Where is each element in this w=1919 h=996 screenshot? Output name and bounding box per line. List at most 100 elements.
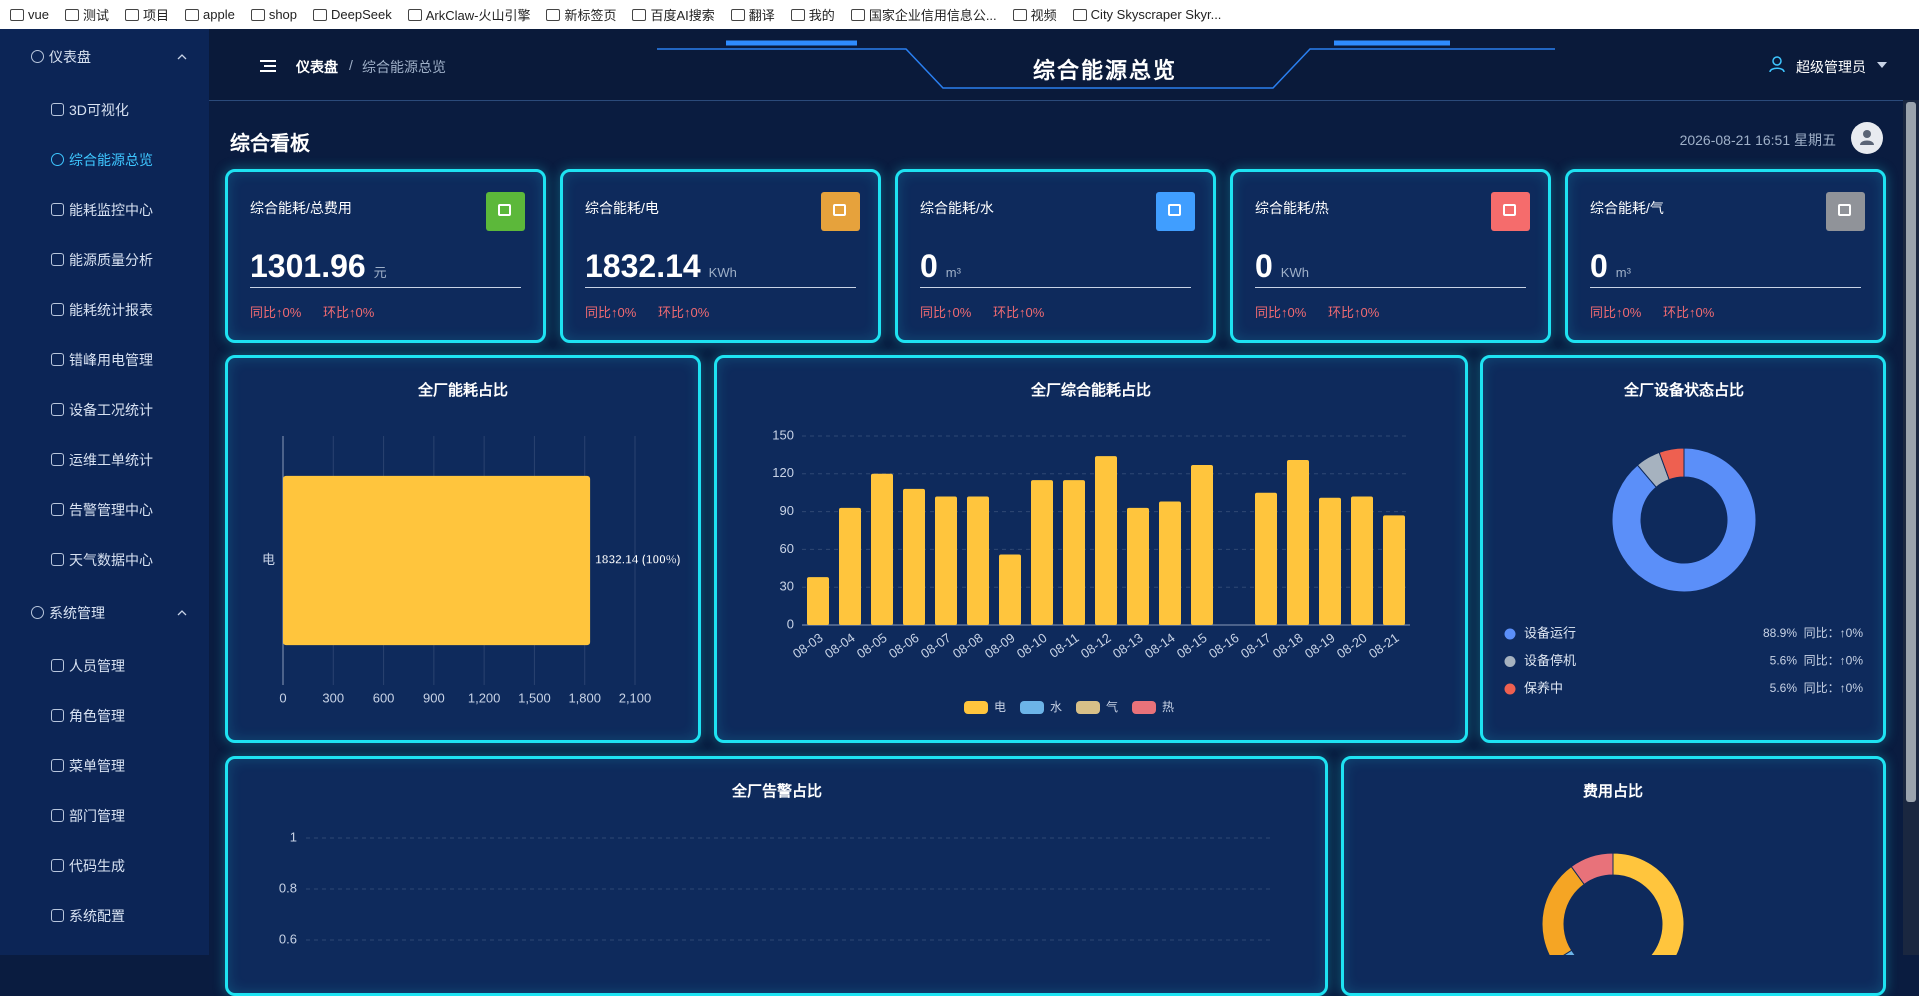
menu-item-icon	[51, 253, 64, 266]
menu-item[interactable]: 人员管理	[51, 655, 125, 677]
kpi-icon	[486, 192, 525, 231]
user-icon	[1769, 56, 1785, 73]
bookmark-bar: vue 测试 项目 apple shop DeepSeek ArkClaw-火山引擎 新标签页…	[0, 0, 1919, 29]
menu-item[interactable]: 告警管理中心	[51, 499, 153, 521]
bookmark[interactable]: apple	[185, 7, 235, 22]
bookmark-label: 翻译	[748, 8, 775, 23]
user-name[interactable]: 超级管理员	[1796, 59, 1866, 75]
menu-item[interactable]: 菜单管理	[51, 755, 125, 777]
bookmark[interactable]: 新标签页	[546, 5, 616, 24]
kpi-icon-glyph	[1503, 204, 1516, 216]
bookmark-label: DeepSeek	[331, 7, 392, 22]
menu-item[interactable]: 错峰用电管理	[51, 349, 153, 371]
menu-item-icon	[51, 453, 64, 466]
bookmark[interactable]: 翻译	[730, 5, 775, 24]
kpi-icon	[1491, 192, 1530, 231]
kpi-value-row: 0 m³	[1590, 248, 1631, 285]
breadcrumb-current: 综合能源总览	[362, 59, 446, 75]
bookmark[interactable]: ArkClaw-火山引擎	[407, 5, 530, 24]
menu-group-icon	[31, 50, 44, 63]
bookmark[interactable]: 国家企业信用信息公...	[850, 5, 997, 24]
kpi-value: 0	[1590, 248, 1608, 284]
scrollbar[interactable]	[1903, 100, 1919, 955]
avatar[interactable]	[1850, 121, 1884, 155]
kpi-value: 1832.14	[585, 248, 701, 284]
menu-item-icon	[51, 909, 64, 922]
kpi-yoy: 同比↑0%	[585, 305, 637, 320]
menu-item[interactable]: 综合能源总览	[51, 149, 153, 171]
kpi-divider	[250, 287, 521, 288]
menu-item-icon	[51, 203, 64, 216]
bookmark-label: 国家企业信用信息公...	[868, 8, 997, 23]
menu-item[interactable]: 3D可视化	[51, 99, 129, 121]
bookmark-icon	[250, 8, 265, 21]
kpi-yoy: 同比↑0%	[1590, 305, 1642, 320]
bookmark[interactable]: shop	[250, 7, 298, 22]
kpi-title: 综合能耗/气	[1590, 200, 1664, 216]
kpi-card: 综合能耗/电 1832.14 KWh 同比↑0% 环比↑0%	[560, 169, 881, 343]
kpi-unit: 元	[373, 265, 387, 280]
menu-item-icon	[51, 759, 64, 772]
bookmark[interactable]: vue	[10, 7, 49, 22]
menu-item[interactable]: 部门管理	[51, 805, 125, 827]
kpi-value-row: 0 m³	[920, 248, 961, 285]
menu-item[interactable]: 系统配置	[51, 905, 125, 927]
menu-item[interactable]: 代码生成	[51, 855, 125, 877]
menu-item-icon	[51, 859, 64, 872]
bookmark[interactable]: 测试	[64, 5, 109, 24]
bookmark-icon	[546, 8, 561, 21]
menu-group-icon	[31, 606, 44, 619]
menu-item[interactable]: 设备工况统计	[51, 399, 153, 421]
kpi-divider	[1590, 287, 1861, 288]
menu-item[interactable]: 能源质量分析	[51, 249, 153, 271]
menu-item[interactable]: 能耗监控中心	[51, 199, 153, 221]
kpi-divider	[585, 287, 856, 288]
header: 仪表盘 / 综合能源总览 综合能源总览 超级管理员	[209, 29, 1919, 101]
bookmark[interactable]: 项目	[124, 5, 169, 24]
kpi-value: 0	[920, 248, 938, 284]
menu-item[interactable]: 天气数据中心	[51, 549, 153, 571]
menu-item-icon	[51, 403, 64, 416]
breadcrumb-root[interactable]: 仪表盘	[296, 59, 338, 75]
bookmark-label: 我的	[808, 8, 835, 23]
bookmark-icon	[10, 8, 24, 21]
collapse-caret[interactable]	[177, 54, 187, 60]
chart-card	[225, 355, 701, 743]
bookmark-label: shop	[268, 7, 298, 22]
menu-item[interactable]: 能耗统计报表	[51, 299, 153, 321]
kpi-value-row: 0 KWh	[1255, 248, 1309, 285]
kpi-value: 1301.96	[250, 248, 366, 284]
bookmark-icon	[1012, 8, 1027, 21]
collapse-caret[interactable]	[177, 610, 187, 616]
chart-card	[1341, 756, 1886, 996]
bookmark[interactable]: DeepSeek	[313, 7, 392, 22]
bookmark-icon	[1072, 8, 1087, 21]
user-caret[interactable]	[1877, 62, 1887, 68]
menu-item-icon	[51, 303, 64, 316]
kpi-yoy: 同比↑0%	[920, 305, 972, 320]
bookmark-label: 视频	[1030, 8, 1057, 23]
bookmark[interactable]: 视频	[1012, 5, 1057, 24]
bookmark-icon	[185, 8, 199, 21]
kpi-card: 综合能耗/热 0 KWh 同比↑0% 环比↑0%	[1230, 169, 1551, 343]
bookmark-icon	[730, 8, 745, 21]
bookmark[interactable]: City Skyscraper Skyr...	[1072, 7, 1221, 22]
kpi-value: 0	[1255, 248, 1273, 284]
datetime: 2026-08-21 16:51 星期五	[1679, 132, 1836, 148]
bookmark[interactable]: 我的	[790, 5, 835, 24]
kpi-divider	[920, 287, 1191, 288]
kpi-mom: 环比↑0%	[1328, 305, 1380, 320]
menu-item-icon	[51, 353, 64, 366]
kpi-mom: 环比↑0%	[1663, 305, 1715, 320]
kpi-value-row: 1301.96 元	[250, 248, 387, 285]
menu-toggle[interactable]	[259, 59, 277, 73]
bookmark-icon	[632, 8, 647, 21]
menu-group[interactable]: 系统管理	[31, 602, 105, 624]
kpi-unit: KWh	[708, 265, 737, 280]
menu-item[interactable]: 运维工单统计	[51, 449, 153, 471]
menu-item[interactable]: 角色管理	[51, 705, 125, 727]
bookmark[interactable]: 百度AI搜索	[632, 5, 715, 24]
menu-group[interactable]: 仪表盘	[31, 46, 91, 68]
kpi-title: 综合能耗/总费用	[250, 200, 352, 216]
